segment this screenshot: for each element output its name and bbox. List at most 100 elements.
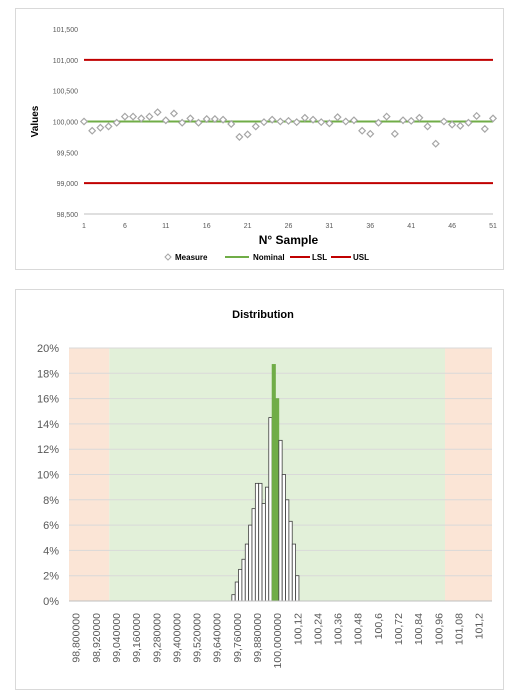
measure-point [112,118,121,127]
measure-point [161,116,170,125]
y-tick-label: 100,500 [53,89,78,96]
x-tick-label: 1 [82,223,86,230]
y-tick-label: 101,500 [53,27,78,34]
x-tick-label: 51 [489,223,497,230]
measure-point [439,117,448,126]
measure-point [251,122,260,131]
y-tick-label: 6% [43,520,59,532]
measure-point [259,118,269,127]
measure-point [129,112,138,121]
histogram-bar [261,503,266,602]
measure-point [456,121,465,130]
measure-point [88,126,97,135]
histogram-bar [288,520,293,602]
measure-point [349,116,358,125]
measure-point [227,119,236,129]
measure-point [407,116,416,125]
x-tick-label: 11 [162,223,169,230]
measure-point [358,126,367,135]
legend-usl-label: USL [353,253,369,262]
x-tick-label: 99,160000 [131,613,143,663]
measure-point [284,116,293,125]
x-tick-label: 99,760000 [232,613,244,663]
nominal-bar [275,398,280,602]
measure-point [96,123,105,132]
histogram-bar [258,482,263,602]
distribution-chart: Distribution 0% 2% 4% 6% 8% 10% 12% 14% 16% 18% 20%… [37,309,492,669]
histogram-bar [278,439,283,602]
y-tick-label: 98,500 [57,212,79,219]
measure-point [145,112,154,121]
measure-point [202,114,211,124]
x-tick-label: 100,72 [393,613,405,645]
legend-nominal-label: Nominal [253,253,285,262]
measure-point [268,115,277,124]
measure-point [178,118,187,127]
measure-point [325,119,334,128]
y-tick-label: 14% [37,419,59,431]
x-tick-label: 99,040000 [111,613,123,663]
y-tick-label: 0% [43,596,59,608]
measure-point [210,114,219,124]
histogram-bar [291,543,296,602]
histogram-bar [241,558,246,602]
measure-point [308,115,318,124]
measure-point [292,118,301,127]
measure-point [243,130,252,139]
x-tick-label: 99,520000 [192,613,204,663]
histogram-bar [295,575,300,602]
x-axis-title: N° Sample [259,233,319,247]
y-tick-label: 20% [37,343,59,355]
y-tick-label: 12% [37,444,59,456]
measure-point [120,112,129,121]
x-tick-label: 100,12 [292,613,304,645]
measure-point [169,109,179,118]
histogram-bar [285,499,290,602]
control-chart: 98,500 99,000 99,500 100,000 100,500 101,000 1… [30,27,498,262]
x-tick-label: 100,24 [312,613,324,645]
chart-title: Distribution [232,309,294,321]
histogram-bar [254,482,260,602]
measure-point [423,122,432,131]
measure-point [398,116,408,125]
measure-point [366,129,375,138]
x-tick-label: 31 [326,223,334,230]
control-chart-panel: 98,500 99,000 99,500 100,000 100,500 101,000 1… [15,8,504,270]
x-tick-label: 21 [244,223,252,230]
legend-lsl-label: LSL [312,253,327,262]
x-tick-label: 41 [407,223,415,230]
histogram-bar [281,474,286,602]
measure-point [480,124,489,133]
y-tick-label: 99,500 [57,150,79,157]
measure-point [415,113,424,122]
legend-measure-marker [164,253,172,261]
measure-point [79,117,89,126]
x-tick-label: 99,400000 [171,613,183,663]
measure-point [104,122,113,131]
measure-point [137,114,146,123]
histogram-bar [234,581,239,602]
y-tick-label: 4% [43,545,59,557]
x-tick-label: 99,640000 [212,613,224,663]
y-tick-label: 16% [37,394,59,406]
y-axis-title: Values [30,105,41,137]
measure-point [235,132,244,141]
x-tick-label: 99,280000 [151,613,163,663]
x-tick-label: 100,000000 [272,613,284,669]
measure-point [194,118,203,127]
measure-point [317,118,326,127]
measure-point [431,139,440,148]
histogram-bar [265,486,270,602]
histogram-bar [251,508,256,602]
measure-point [219,115,228,124]
y-tick-label: 100,000 [53,120,78,127]
histogram-bar [238,568,243,602]
x-tick-label: 101,2 [474,613,486,639]
x-tick-label: 16 [203,223,211,230]
nominal-bar [271,364,276,602]
measure-point [374,118,383,127]
histogram-bar [268,417,273,602]
y-tick-label: 8% [43,495,59,507]
measure-point [341,117,350,126]
measure-point [186,114,195,123]
